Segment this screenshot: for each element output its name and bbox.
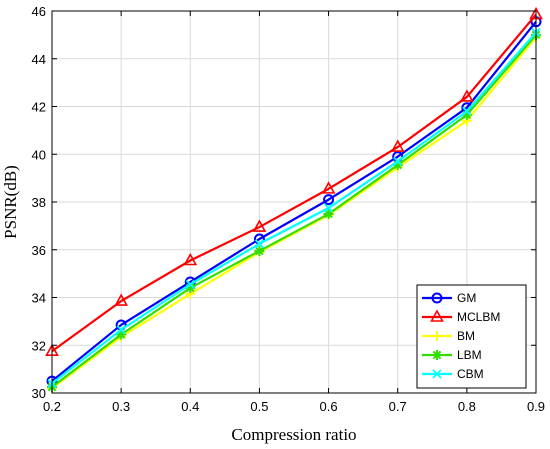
y-axis-title: PSNR(dB): [1, 165, 20, 239]
legend-label-gm: GM: [457, 291, 476, 305]
x-tick-label: 0.5: [250, 399, 268, 414]
series-layer: [45, 6, 543, 394]
data-point-cbm: [185, 279, 195, 290]
legend-label-lbm: LBM: [457, 348, 482, 362]
data-point-mclbm: [321, 181, 336, 194]
y-tick-label: 44: [32, 52, 46, 67]
data-point-cbm: [462, 106, 472, 116]
data-point-cbm: [393, 156, 403, 167]
data-point-lbm: [185, 282, 196, 293]
ticks: 0.2 0.3 0.4 0.5 0.6 0.7 0.8 0.9 30 32 34 36 38 40 42 44…: [32, 4, 546, 414]
legend-marker-mclbm: [430, 309, 444, 322]
legend-label-mclbm: MCLBM: [457, 310, 500, 324]
legend-label-bm: BM: [457, 329, 475, 343]
legend-marker-gm: [431, 292, 443, 304]
legend-item-bm: BM: [422, 329, 475, 343]
x-tick-label: 0.6: [320, 399, 338, 414]
y-tick-label: 32: [32, 338, 46, 353]
data-point-lbm: [392, 159, 403, 170]
data-point-lbm: [461, 109, 472, 120]
legend-item-gm: GM: [422, 291, 476, 305]
data-point-lbm: [254, 245, 265, 256]
data-point-mclbm: [460, 89, 474, 102]
legend-marker-lbm: [432, 350, 442, 360]
data-point-cbm: [116, 325, 126, 335]
data-point-lbm: [323, 208, 334, 219]
legend-item-mclbm: MCLBM: [422, 309, 500, 324]
data-point-mclbm: [252, 219, 267, 232]
data-point-mclbm: [114, 293, 128, 306]
x-tick-label: 0.3: [112, 399, 130, 414]
x-tick-label: 0.9: [527, 399, 545, 414]
x-tick-label: 0.4: [181, 399, 199, 414]
legend: GM MCLBM BM LBM CBM: [416, 284, 527, 389]
series-line-gm: [51, 21, 537, 382]
legend-item-cbm: CBM: [422, 367, 484, 381]
y-tick-label: 42: [32, 100, 46, 115]
data-point-cbm: [254, 239, 265, 249]
y-tick-label: 46: [32, 4, 46, 19]
y-tick-label: 36: [32, 243, 46, 258]
series-line-mclbm: [51, 13, 537, 353]
legend-marker-cbm: [432, 369, 442, 379]
data-point-mclbm: [183, 252, 198, 266]
legend-item-lbm: LBM: [422, 348, 482, 362]
legend-marker-bm: [432, 331, 442, 341]
series-cbm: [47, 27, 541, 389]
y-tick-label: 30: [32, 386, 46, 401]
x-tick-label: 0.8: [458, 399, 476, 414]
data-point-cbm: [323, 203, 334, 213]
data-point-gm: [323, 194, 335, 206]
y-tick-label: 34: [32, 291, 46, 306]
y-tick-label: 40: [32, 147, 46, 162]
x-tick-label: 0.7: [389, 399, 407, 414]
x-tick-label: 0.2: [43, 399, 61, 414]
x-axis-title: Compression ratio: [231, 425, 356, 444]
series-line-cbm: [51, 31, 537, 385]
series-line-lbm: [51, 34, 537, 388]
data-point-mclbm: [390, 139, 405, 152]
legend-label-cbm: CBM: [457, 367, 484, 381]
y-tick-label: 38: [32, 195, 46, 210]
data-point-lbm: [116, 329, 127, 340]
